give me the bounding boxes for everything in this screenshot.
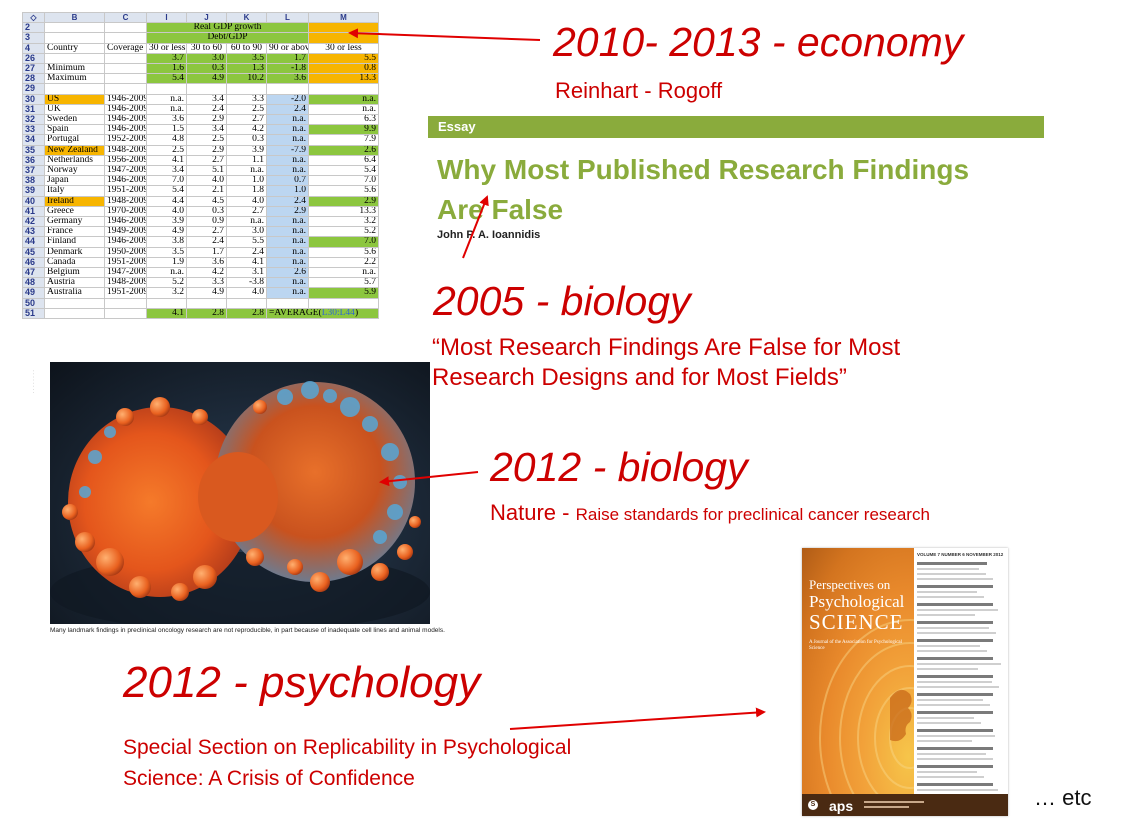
side-watermark: · · · · · · · · bbox=[30, 370, 36, 394]
essay-label-bar: Essay bbox=[428, 116, 1044, 138]
table-row: 26 3.7 3.0 3.5 1.7 5.5 bbox=[22, 52, 379, 65]
arrow-biology-2005 bbox=[462, 195, 489, 259]
publisher-line bbox=[864, 801, 924, 803]
biology-2012-source: Nature - bbox=[490, 500, 576, 525]
table-row: 49 Australia 1951-2009 3.2 4.9 4.0 n.a. 5.9 bbox=[22, 287, 379, 299]
biology-2005-quote-line2: Research Designs and for Most Fields” bbox=[432, 364, 847, 391]
toc-line bbox=[917, 740, 972, 742]
toc-line bbox=[917, 668, 978, 670]
toc-line bbox=[917, 639, 993, 642]
toc-line bbox=[917, 657, 993, 660]
formula-text: =AVERAGE( bbox=[269, 308, 322, 318]
journal-cover: Perspectives on Psychological SCIENCE A … bbox=[802, 548, 1008, 816]
toc-line bbox=[917, 776, 984, 778]
toc-line bbox=[917, 645, 980, 647]
toc-line bbox=[917, 771, 977, 773]
psychology-subtitle-line1: Special Section on Replicability in Psyc… bbox=[123, 736, 572, 759]
table-row: 48 Austria 1948-2009 5.2 3.3 -3.8 n.a. 5.7 bbox=[22, 277, 379, 289]
journal-title-line1: Perspectives on bbox=[809, 577, 891, 592]
toc-line bbox=[917, 699, 983, 701]
toc-line bbox=[917, 704, 990, 706]
formula-range: L30:L44 bbox=[321, 308, 355, 318]
toc-line bbox=[917, 603, 993, 606]
journal-subtitle: A Journal of the Association for Psychol… bbox=[809, 640, 903, 651]
journal-title-line3: SCIENCE bbox=[809, 610, 904, 634]
toc-line bbox=[917, 722, 981, 724]
toc-line bbox=[917, 568, 979, 570]
toc-line bbox=[917, 627, 989, 629]
arrow-economy bbox=[348, 28, 541, 41]
essay-title: Why Most Published Research Findings Are… bbox=[437, 150, 1047, 230]
table-row: 27 Minimum 1.6 0.3 1.3 -1.8 0.8 bbox=[22, 63, 379, 75]
toc-line bbox=[917, 729, 993, 732]
journal-cover-art: Perspectives on Psychological SCIENCE A … bbox=[802, 548, 914, 816]
psychology-subtitle-line2: Science: A Crisis of Confidence bbox=[123, 767, 415, 790]
column-label[interactable]: 30 or less bbox=[308, 42, 379, 54]
toc-line bbox=[917, 717, 974, 719]
toc-line bbox=[917, 789, 998, 791]
economy-subtitle: Reinhart - Rogoff bbox=[555, 78, 723, 103]
cancer-cell-illustration bbox=[50, 381, 430, 624]
toc-line bbox=[917, 621, 993, 624]
biology-2012-title: 2012 - biology bbox=[490, 444, 748, 490]
toc-line bbox=[917, 711, 993, 714]
toc-line bbox=[917, 783, 993, 786]
essay-title-line1: Why Most Published Research Findings bbox=[437, 154, 970, 185]
journal-footer: S aps bbox=[802, 794, 1008, 816]
toc-line bbox=[917, 609, 998, 611]
publisher-line bbox=[864, 806, 909, 808]
biology-2012-headline: Raise standards for preclinical cancer r… bbox=[575, 505, 930, 524]
toc-line bbox=[917, 632, 996, 634]
table-row: 33 Spain 1946-2009 1.5 3.4 4.2 n.a. 9.9 bbox=[22, 124, 379, 136]
toc-line bbox=[917, 650, 987, 652]
biology-2005-title: 2005 - biology bbox=[433, 278, 691, 324]
table-row: 4 Country Coverage 30 or less 30 to 60 60 to … bbox=[22, 42, 379, 54]
toc-line bbox=[917, 686, 999, 688]
biology-2012-subtitle: Nature - Raise standards for preclinical… bbox=[490, 500, 930, 526]
toc-line bbox=[917, 585, 993, 588]
column-header[interactable]: M bbox=[308, 11, 379, 24]
arrow-psychology bbox=[509, 707, 766, 730]
toc-line bbox=[917, 578, 993, 580]
journal-issue: VOLUME 7 NUMBER 6 NOVEMBER 2012 bbox=[917, 552, 1004, 557]
cancer-cell-image bbox=[50, 362, 430, 624]
toc-line bbox=[917, 614, 975, 616]
psychology-title: 2012 - psychology bbox=[123, 658, 481, 707]
toc-line bbox=[917, 591, 977, 593]
table-row: 36 Netherlands 1956-2009 4.1 2.7 1.1 n.a. 6.4 bbox=[22, 154, 379, 167]
biology-2005-quote-line1: “Most Research Findings Are False for Mo… bbox=[432, 334, 901, 361]
economy-title: 2010- 2013 - economy bbox=[553, 19, 964, 65]
toc-line bbox=[917, 675, 993, 678]
table-row: 44 Finland 1946-2009 3.8 2.4 5.5 n.a. 7.0 bbox=[22, 236, 379, 248]
toc-line bbox=[917, 562, 987, 565]
table-row: 51 4.1 2.8 2.8 =AVERAGE(L30:L44) bbox=[22, 307, 379, 320]
table-row: 28 Maximum 5.4 4.9 10.2 3.6 13.3 bbox=[22, 73, 379, 85]
sage-logo-icon: S bbox=[808, 800, 818, 810]
gdp-spreadsheet: ◇ B C I J K L M 2 Real GDP growth 3 Debt/GDP 4 Countr… bbox=[22, 11, 379, 320]
aps-logo: aps bbox=[829, 798, 854, 814]
toc-line bbox=[917, 753, 986, 755]
essay-title-line2: Are False bbox=[437, 194, 564, 225]
toc-line bbox=[917, 758, 993, 760]
arrow-biology-2012 bbox=[379, 471, 479, 487]
toc-line bbox=[917, 765, 993, 768]
toc-line bbox=[917, 681, 992, 683]
toc-line bbox=[917, 663, 1001, 665]
formula-close: ) bbox=[354, 308, 359, 318]
journal-title-line2: Psychological bbox=[809, 592, 905, 611]
toc-line bbox=[917, 596, 984, 598]
toc-line bbox=[917, 735, 995, 737]
etc-label: … etc bbox=[1034, 785, 1092, 810]
table-row: 43 France 1949-2009 4.9 2.7 3.0 n.a. 5.2 bbox=[22, 226, 379, 238]
cover-swirl-art bbox=[819, 619, 914, 794]
column-header-row: ◇ B C I J K L M bbox=[22, 11, 379, 24]
formula-cell[interactable]: =AVERAGE(L30:L44) bbox=[266, 307, 379, 320]
cell-image-caption: Many landmark findings in preclinical on… bbox=[50, 627, 445, 634]
toc-line bbox=[917, 747, 993, 750]
table-row: 50 bbox=[22, 297, 379, 309]
essay-author: John P. A. Ioannidis bbox=[437, 229, 541, 241]
toc-line bbox=[917, 693, 993, 696]
toc-line bbox=[917, 573, 986, 575]
